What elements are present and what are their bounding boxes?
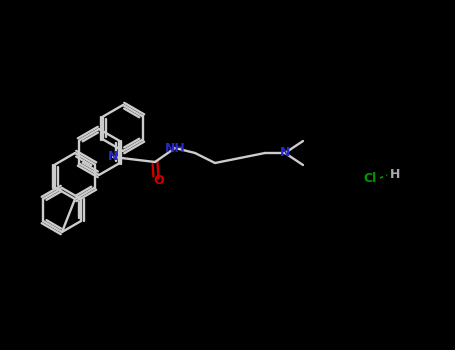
Text: N: N <box>280 147 290 160</box>
Text: O: O <box>154 174 164 187</box>
Text: Cl: Cl <box>364 172 377 184</box>
Text: H: H <box>390 168 400 182</box>
Text: N: N <box>108 150 118 163</box>
Text: NH: NH <box>165 141 185 154</box>
